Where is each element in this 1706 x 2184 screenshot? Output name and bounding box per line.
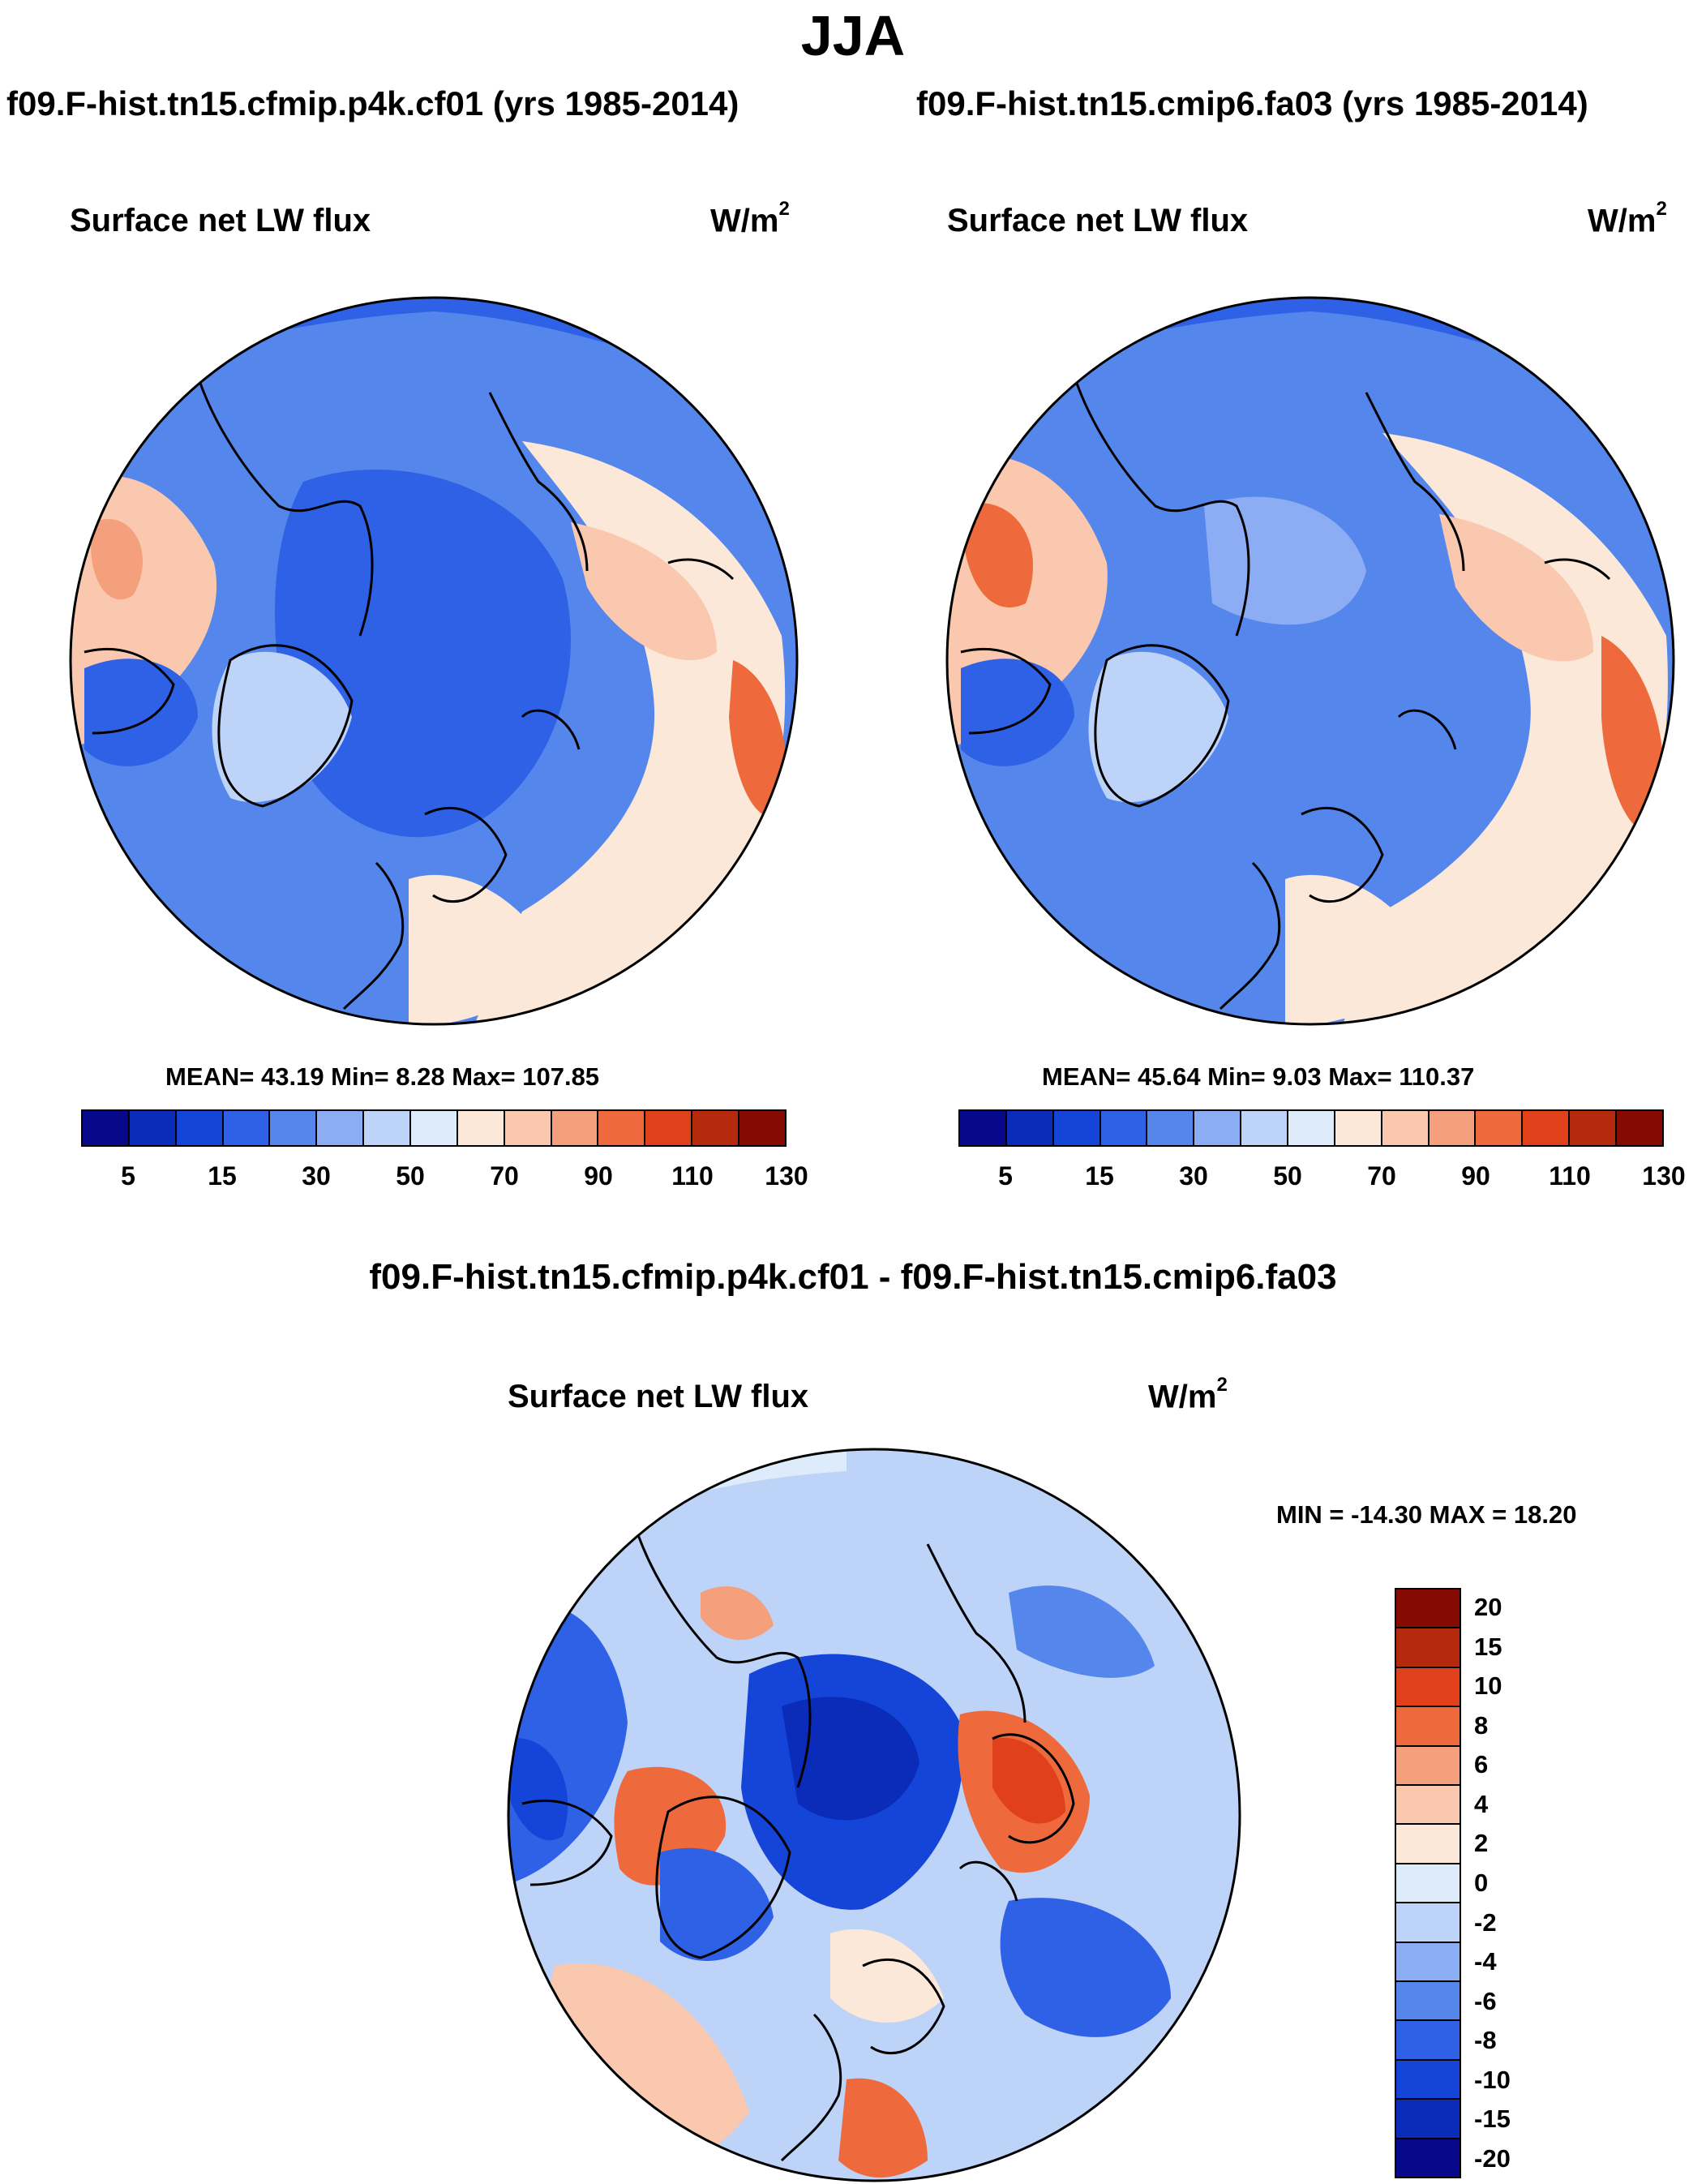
colorbar-tick-label: 8 xyxy=(1474,1710,1489,1740)
colorbar-swatch xyxy=(1396,1590,1460,1629)
right-stats: MEAN= 45.64 Min= 9.03 Max= 110.37 xyxy=(1042,1062,1475,1091)
colorbar-tick-label: 130 xyxy=(765,1161,808,1191)
colorbar-tick-label: 50 xyxy=(1273,1161,1302,1191)
colorbar-tick-label: 10 xyxy=(1474,1671,1502,1701)
colorbar-tick-label: 5 xyxy=(121,1161,135,1191)
colorbar-swatch xyxy=(1288,1111,1335,1145)
colorbar-tick-label: 15 xyxy=(1085,1161,1114,1191)
diff-variable-title: Surface net LW flux xyxy=(508,1379,809,1414)
colorbar-tick-label: 5 xyxy=(998,1161,1013,1191)
colorbar-swatch xyxy=(317,1111,365,1145)
colorbar-tick-label: -6 xyxy=(1474,1986,1497,2015)
right-run-title: f09.F-hist.tn15.cmip6.fa03 (yrs 1985-201… xyxy=(916,84,1588,122)
right-units: W/m2 xyxy=(1588,198,1667,239)
colorbar-tick-label: 110 xyxy=(1549,1161,1591,1191)
colorbar-swatch xyxy=(1396,1903,1460,1943)
left-colorbar xyxy=(81,1109,787,1147)
colorbar-tick-label: 70 xyxy=(490,1161,519,1191)
colorbar-swatch xyxy=(1396,2021,1460,2061)
colorbar-swatch xyxy=(1396,2100,1460,2139)
colorbar-tick-label: 2 xyxy=(1474,1829,1489,1858)
colorbar-swatch xyxy=(1396,1942,1460,1983)
colorbar-swatch xyxy=(1396,1786,1460,1826)
colorbar-swatch xyxy=(83,1111,130,1145)
right-colorbar xyxy=(958,1109,1664,1147)
colorbar-swatch xyxy=(1523,1111,1571,1145)
diff-polar-map xyxy=(507,1448,1241,2182)
colorbar-swatch xyxy=(1396,1864,1460,1904)
colorbar-swatch xyxy=(1241,1111,1289,1145)
colorbar-swatch xyxy=(1147,1111,1195,1145)
colorbar-tick-label: 50 xyxy=(396,1161,425,1191)
colorbar-swatch xyxy=(692,1111,740,1145)
colorbar-swatch xyxy=(1396,1628,1460,1668)
colorbar-tick-label: -15 xyxy=(1474,2105,1511,2134)
colorbar-tick-label: -10 xyxy=(1474,2065,1511,2094)
colorbar-swatch xyxy=(1396,1667,1460,1708)
colorbar-swatch xyxy=(364,1111,412,1145)
diff-units: W/m2 xyxy=(1148,1374,1228,1415)
left-stats: MEAN= 43.19 Min= 8.28 Max= 107.85 xyxy=(165,1062,600,1091)
diff-colorbar xyxy=(1395,1588,1461,2178)
colorbar-tick-label: 4 xyxy=(1474,1789,1489,1818)
colorbar-tick-label: 20 xyxy=(1474,1593,1502,1622)
colorbar-swatch xyxy=(551,1111,599,1145)
colorbar-swatch xyxy=(1194,1111,1242,1145)
colorbar-swatch xyxy=(1396,1825,1460,1864)
colorbar-tick-label: -8 xyxy=(1474,2026,1497,2055)
colorbar-tick-label: 90 xyxy=(584,1161,613,1191)
diff-stats: MIN = -14.30 MAX = 18.20 xyxy=(1276,1500,1577,1529)
colorbar-swatch xyxy=(1053,1111,1101,1145)
colorbar-tick-label: 6 xyxy=(1474,1750,1489,1779)
right-polar-map xyxy=(945,296,1675,1026)
colorbar-swatch xyxy=(1006,1111,1054,1145)
colorbar-swatch xyxy=(1429,1111,1477,1145)
colorbar-swatch xyxy=(1617,1111,1662,1145)
colorbar-swatch xyxy=(1100,1111,1148,1145)
season-title: JJA xyxy=(800,4,906,67)
colorbar-tick-label: 15 xyxy=(208,1161,237,1191)
colorbar-swatch xyxy=(1396,2060,1460,2100)
colorbar-tick-label: 110 xyxy=(671,1161,714,1191)
colorbar-tick-label: 130 xyxy=(1642,1161,1686,1191)
colorbar-swatch xyxy=(1396,2139,1460,2178)
left-variable-title: Surface net LW flux xyxy=(70,203,371,238)
colorbar-swatch xyxy=(645,1111,693,1145)
colorbar-swatch xyxy=(1382,1111,1430,1145)
left-run-title: f09.F-hist.tn15.cfmip.p4k.cf01 (yrs 1985… xyxy=(6,84,739,122)
colorbar-swatch xyxy=(1335,1111,1382,1145)
left-polar-map xyxy=(69,296,799,1026)
colorbar-swatch xyxy=(739,1111,785,1145)
left-units: W/m2 xyxy=(710,198,790,239)
colorbar-tick-label: 90 xyxy=(1461,1161,1490,1191)
colorbar-swatch xyxy=(1396,1707,1460,1747)
colorbar-swatch xyxy=(598,1111,646,1145)
colorbar-swatch xyxy=(411,1111,458,1145)
colorbar-tick-label: -20 xyxy=(1474,2143,1511,2173)
colorbar-swatch xyxy=(270,1111,318,1145)
colorbar-tick-label: -2 xyxy=(1474,1907,1497,1937)
colorbar-tick-label: 30 xyxy=(1179,1161,1208,1191)
colorbar-tick-label: 30 xyxy=(302,1161,331,1191)
colorbar-swatch xyxy=(1476,1111,1524,1145)
colorbar-tick-label: 70 xyxy=(1367,1161,1396,1191)
colorbar-swatch xyxy=(1396,1746,1460,1787)
colorbar-swatch xyxy=(176,1111,224,1145)
colorbar-swatch xyxy=(457,1111,505,1145)
colorbar-swatch xyxy=(129,1111,177,1145)
colorbar-tick-label: 0 xyxy=(1474,1869,1489,1897)
colorbar-swatch xyxy=(1396,1982,1460,2022)
colorbar-tick-label: -4 xyxy=(1474,1947,1497,1976)
colorbar-swatch xyxy=(1570,1111,1618,1145)
colorbar-swatch xyxy=(223,1111,271,1145)
colorbar-swatch xyxy=(504,1111,552,1145)
colorbar-swatch xyxy=(960,1111,1007,1145)
right-variable-title: Surface net LW flux xyxy=(947,203,1249,238)
difference-title: f09.F-hist.tn15.cfmip.p4k.cf01 - f09.F-h… xyxy=(369,1257,1337,1297)
colorbar-tick-label: 15 xyxy=(1474,1632,1502,1661)
